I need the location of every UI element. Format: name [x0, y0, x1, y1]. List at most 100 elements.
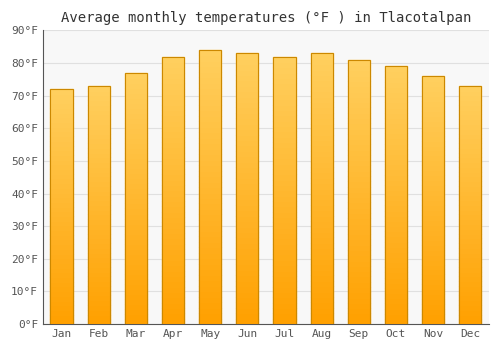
Bar — [422, 299, 444, 304]
Bar — [348, 271, 370, 276]
Bar — [162, 292, 184, 297]
Bar — [385, 267, 407, 273]
Bar — [236, 53, 258, 59]
Bar — [199, 94, 222, 99]
Bar — [348, 245, 370, 250]
Bar — [124, 128, 147, 133]
Bar — [236, 91, 258, 97]
Bar — [124, 233, 147, 239]
Bar — [422, 215, 444, 220]
Bar — [422, 76, 444, 81]
Bar — [348, 256, 370, 261]
Bar — [199, 308, 222, 313]
Bar — [274, 276, 295, 281]
Bar — [422, 91, 444, 96]
Bar — [310, 286, 333, 292]
Bar — [348, 86, 370, 91]
Bar — [88, 176, 110, 181]
Bar — [422, 81, 444, 86]
Bar — [459, 124, 481, 129]
Bar — [348, 144, 370, 150]
Bar — [199, 105, 222, 110]
Bar — [199, 297, 222, 302]
Bar — [88, 100, 110, 105]
Bar — [274, 292, 295, 297]
Bar — [310, 308, 333, 313]
Bar — [348, 160, 370, 166]
Bar — [274, 212, 295, 217]
Bar — [422, 200, 444, 205]
Bar — [162, 297, 184, 303]
Bar — [348, 91, 370, 97]
Bar — [124, 229, 147, 233]
Bar — [310, 178, 333, 183]
Bar — [236, 102, 258, 107]
Bar — [236, 59, 258, 64]
Bar — [385, 314, 407, 319]
Bar — [162, 78, 184, 83]
Bar — [124, 148, 147, 153]
Bar — [310, 183, 333, 189]
Bar — [124, 254, 147, 259]
Bar — [274, 297, 295, 303]
Bar — [236, 118, 258, 124]
Bar — [162, 287, 184, 292]
Bar — [199, 203, 222, 209]
Bar — [88, 181, 110, 186]
Bar — [274, 105, 295, 110]
Bar — [236, 129, 258, 134]
Bar — [50, 277, 72, 282]
Bar — [348, 118, 370, 123]
Bar — [274, 116, 295, 121]
Bar — [310, 91, 333, 97]
Bar — [385, 273, 407, 278]
Bar — [199, 313, 222, 319]
Bar — [459, 305, 481, 310]
Bar — [50, 197, 72, 202]
Bar — [459, 133, 481, 138]
Bar — [50, 99, 72, 103]
Bar — [310, 113, 333, 118]
Bar — [162, 185, 184, 190]
Bar — [385, 293, 407, 298]
Bar — [385, 82, 407, 87]
Bar — [162, 281, 184, 287]
Bar — [50, 253, 72, 258]
Bar — [236, 237, 258, 243]
Bar — [459, 114, 481, 119]
Bar — [385, 236, 407, 242]
Bar — [310, 302, 333, 308]
Bar — [88, 272, 110, 276]
Bar — [459, 286, 481, 291]
Bar — [459, 248, 481, 253]
Bar — [199, 121, 222, 127]
Bar — [422, 155, 444, 160]
Bar — [124, 83, 147, 88]
Bar — [459, 267, 481, 272]
Bar — [310, 59, 333, 64]
Bar — [274, 313, 295, 319]
Bar — [310, 205, 333, 210]
Bar — [310, 248, 333, 254]
Bar — [310, 167, 333, 173]
Bar — [274, 244, 295, 249]
Bar — [162, 132, 184, 137]
Bar — [50, 103, 72, 108]
Bar — [348, 208, 370, 213]
Bar — [348, 97, 370, 102]
Bar — [385, 278, 407, 283]
Bar — [422, 294, 444, 299]
Bar — [459, 233, 481, 238]
Bar — [348, 60, 370, 65]
Bar — [124, 203, 147, 209]
Bar — [385, 241, 407, 247]
Bar — [310, 199, 333, 205]
Bar — [348, 250, 370, 255]
Bar — [50, 272, 72, 277]
Bar — [422, 289, 444, 294]
Bar — [310, 70, 333, 75]
Bar — [124, 248, 147, 254]
Bar — [348, 213, 370, 218]
Bar — [385, 185, 407, 190]
Bar — [199, 318, 222, 324]
